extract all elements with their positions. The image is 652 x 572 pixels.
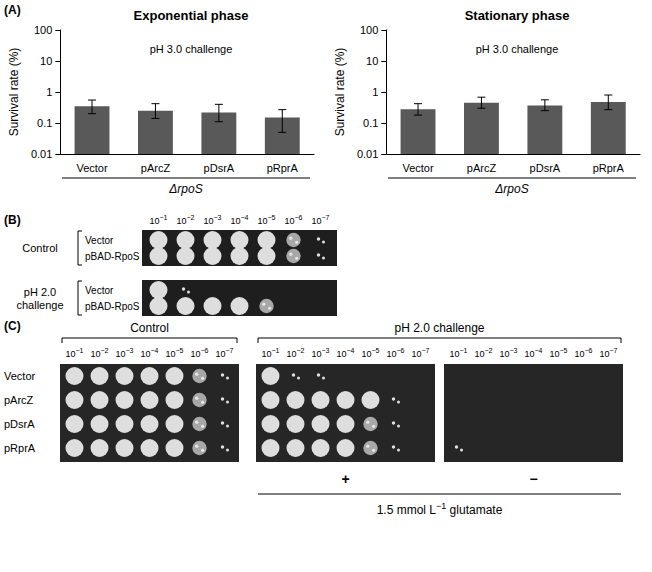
svg-text:10−7: 10−7 xyxy=(312,214,330,226)
svg-text:challenge: challenge xyxy=(16,299,63,311)
svg-text:10: 10 xyxy=(366,55,378,67)
svg-text:100: 100 xyxy=(34,24,52,36)
svg-text:pH 2.0: pH 2.0 xyxy=(24,286,56,298)
svg-text:pArcZ: pArcZ xyxy=(141,162,171,174)
svg-text:Vector: Vector xyxy=(76,162,108,174)
svg-text:Survival rate (%): Survival rate (%) xyxy=(7,48,21,137)
svg-text:10−5: 10−5 xyxy=(362,347,380,359)
svg-text:10−2: 10−2 xyxy=(287,347,305,359)
svg-text:Vector: Vector xyxy=(85,285,114,296)
svg-text:10−7: 10−7 xyxy=(600,347,618,359)
svg-text:10−2: 10−2 xyxy=(475,347,493,359)
svg-text:1.5 mmol L−1 glutamate: 1.5 mmol L−1 glutamate xyxy=(377,501,503,517)
svg-text:10−4: 10−4 xyxy=(337,347,355,359)
svg-text:pH 2.0 challenge: pH 2.0 challenge xyxy=(394,321,484,335)
svg-text:10−2: 10−2 xyxy=(177,214,195,226)
svg-text:10−2: 10−2 xyxy=(91,347,109,359)
svg-text:10−6: 10−6 xyxy=(191,347,209,359)
svg-text:0.01: 0.01 xyxy=(357,148,378,160)
svg-text:10: 10 xyxy=(40,55,52,67)
svg-text:10−3: 10−3 xyxy=(204,214,222,226)
svg-text:(A): (A) xyxy=(4,3,21,17)
svg-text:10−3: 10−3 xyxy=(312,347,330,359)
svg-text:pArcZ: pArcZ xyxy=(467,162,497,174)
svg-text:10−4: 10−4 xyxy=(231,214,249,226)
svg-text:0.1: 0.1 xyxy=(37,117,52,129)
svg-text:100: 100 xyxy=(360,24,378,36)
svg-text:10−7: 10−7 xyxy=(412,347,430,359)
svg-text:10−7: 10−7 xyxy=(216,347,234,359)
svg-text:10−6: 10−6 xyxy=(285,214,303,226)
svg-text:10−4: 10−4 xyxy=(525,347,543,359)
svg-text:10−1: 10−1 xyxy=(66,347,84,359)
svg-text:10−3: 10−3 xyxy=(116,347,134,359)
svg-text:pArcZ: pArcZ xyxy=(4,394,34,406)
svg-text:Vector: Vector xyxy=(4,370,36,382)
svg-text:10−5: 10−5 xyxy=(166,347,184,359)
svg-text:−: − xyxy=(529,471,537,487)
svg-text:0.01: 0.01 xyxy=(31,148,52,160)
svg-text:pH 3.0 challenge: pH 3.0 challenge xyxy=(150,43,233,55)
svg-text:1: 1 xyxy=(46,86,52,98)
svg-text:pBAD-RpoS: pBAD-RpoS xyxy=(85,251,140,262)
svg-text:Survival rate (%): Survival rate (%) xyxy=(333,48,347,137)
svg-text:10−4: 10−4 xyxy=(141,347,159,359)
svg-text:10−5: 10−5 xyxy=(258,214,276,226)
svg-text:pDsrA: pDsrA xyxy=(4,418,35,430)
svg-text:pBAD-RpoS: pBAD-RpoS xyxy=(85,301,140,312)
svg-text:pRprA: pRprA xyxy=(267,162,299,174)
svg-text:+: + xyxy=(341,471,349,487)
svg-text:10−5: 10−5 xyxy=(550,347,568,359)
svg-text:(B): (B) xyxy=(4,213,21,227)
svg-text:10−6: 10−6 xyxy=(575,347,593,359)
svg-text:ΔrpoS: ΔrpoS xyxy=(494,182,528,196)
svg-text:ΔrpoS: ΔrpoS xyxy=(168,182,202,196)
svg-text:pDsrA: pDsrA xyxy=(530,162,561,174)
svg-text:10−1: 10−1 xyxy=(262,347,280,359)
svg-text:Vector: Vector xyxy=(402,162,434,174)
svg-text:Vector: Vector xyxy=(85,235,114,246)
svg-text:Control: Control xyxy=(22,242,57,254)
svg-text:10−6: 10−6 xyxy=(387,347,405,359)
svg-text:pDsrA: pDsrA xyxy=(204,162,235,174)
svg-text:pRprA: pRprA xyxy=(4,442,36,454)
svg-text:10−1: 10−1 xyxy=(450,347,468,359)
svg-text:pRprA: pRprA xyxy=(593,162,625,174)
svg-text:10−3: 10−3 xyxy=(500,347,518,359)
svg-text:1: 1 xyxy=(372,86,378,98)
svg-text:pH 3.0 challenge: pH 3.0 challenge xyxy=(476,43,559,55)
svg-text:10−1: 10−1 xyxy=(150,214,168,226)
svg-text:Exponential phase: Exponential phase xyxy=(134,8,249,23)
svg-text:(C): (C) xyxy=(4,319,21,333)
svg-text:0.1: 0.1 xyxy=(363,117,378,129)
svg-text:Control: Control xyxy=(130,321,169,335)
svg-text:Stationary phase: Stationary phase xyxy=(465,8,570,23)
